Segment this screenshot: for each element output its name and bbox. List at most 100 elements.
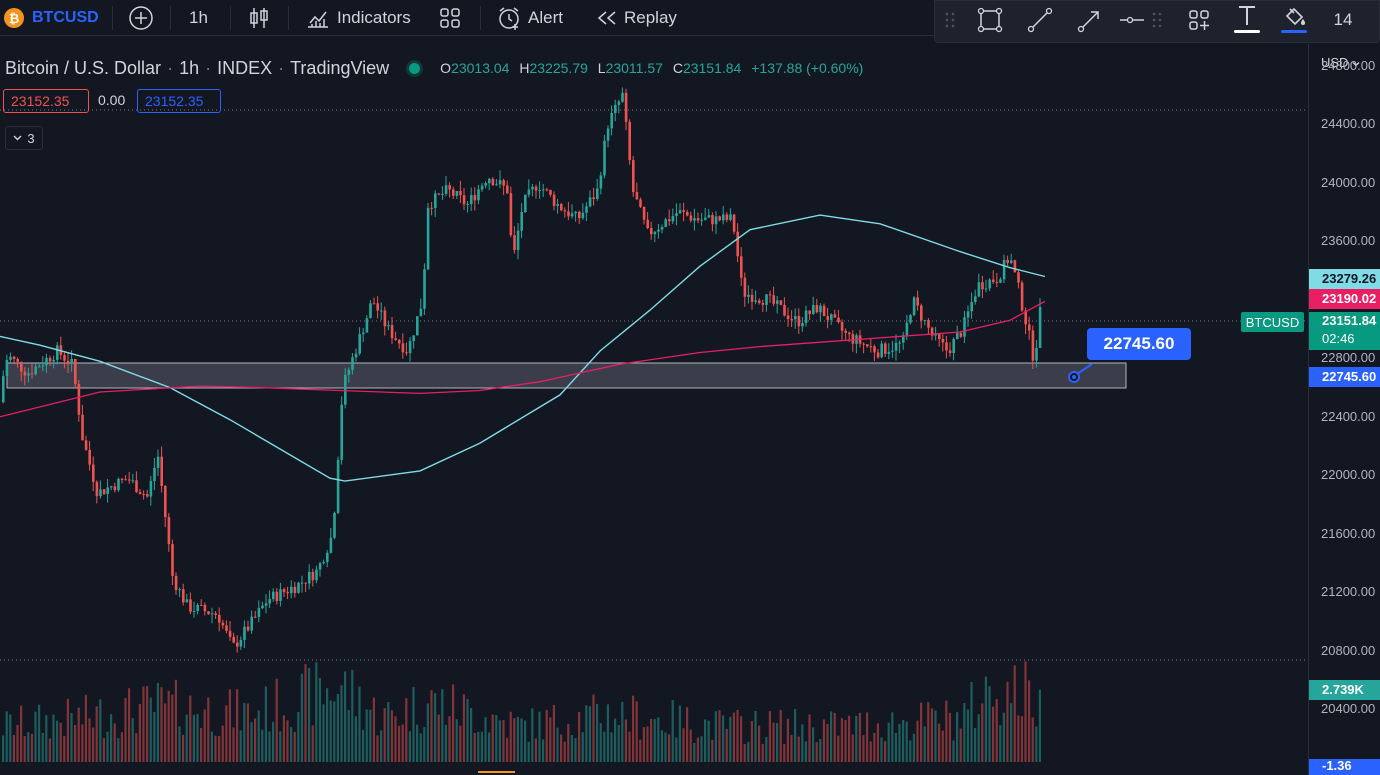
- volume-bar: [138, 703, 141, 762]
- candle-body: [621, 92, 624, 102]
- candle-body: [182, 589, 185, 603]
- volume-bar: [484, 717, 487, 762]
- indicators-collapse-button[interactable]: 3: [5, 126, 43, 150]
- price-axis[interactable]: USD 24800.0024400.0024000.0023600.002320…: [1308, 44, 1380, 775]
- candle-body: [1017, 272, 1020, 283]
- candle-body: [603, 140, 606, 176]
- candle-body: [178, 589, 181, 591]
- volume-bar: [801, 724, 804, 762]
- candle-body: [23, 371, 27, 376]
- volume-bar: [257, 710, 260, 762]
- candle-body: [160, 456, 163, 486]
- volume-bar: [9, 714, 12, 762]
- candle-body: [405, 352, 408, 354]
- replay-button[interactable]: Replay: [595, 0, 677, 36]
- arrow-tool-icon[interactable]: [1072, 5, 1108, 35]
- volume-bar: [689, 729, 692, 762]
- volume-bar: [275, 678, 278, 762]
- price-chart[interactable]: [0, 44, 1308, 775]
- candle-body: [660, 227, 664, 230]
- currency-selector[interactable]: USD: [1321, 55, 1360, 70]
- compare-button[interactable]: [128, 0, 154, 36]
- candle-body: [578, 211, 581, 219]
- volume-bar: [185, 714, 188, 762]
- rectangle-tool-icon[interactable]: [972, 5, 1008, 35]
- candle-body: [426, 207, 430, 270]
- candle-body: [1020, 282, 1024, 311]
- volume-bar: [905, 721, 908, 762]
- volume-bar: [696, 737, 699, 762]
- object-tree-icon[interactable]: [1181, 5, 1217, 35]
- candle-body: [506, 185, 509, 194]
- buy-price-button[interactable]: 23152.35: [137, 89, 221, 113]
- candle-body: [1002, 259, 1006, 280]
- candle-body: [657, 229, 660, 232]
- candle-body: [794, 316, 797, 320]
- candle-body: [776, 300, 779, 304]
- candle-body: [844, 330, 847, 333]
- candle-body: [812, 305, 815, 314]
- volume-bar: [12, 735, 15, 762]
- indicators-button[interactable]: Indicators: [305, 0, 411, 36]
- volume-bar: [84, 694, 87, 762]
- font-size-button[interactable]: 14: [1333, 10, 1353, 29]
- legend-title: Bitcoin / U.S. Dollar: [5, 57, 162, 78]
- candle-body: [322, 562, 325, 564]
- volume-bar: [311, 725, 314, 762]
- fill-color-icon[interactable]: [1276, 5, 1312, 35]
- interval-button[interactable]: 1h: [189, 0, 208, 36]
- volume-bar: [812, 727, 815, 762]
- candle-body: [668, 219, 671, 222]
- volume-bar: [963, 703, 966, 762]
- candle-body: [920, 305, 923, 321]
- alert-button[interactable]: Alert: [496, 0, 563, 36]
- candle-body: [1010, 260, 1013, 263]
- volume-bar: [102, 738, 105, 762]
- volume-bar: [617, 725, 620, 762]
- candle-body: [340, 404, 343, 460]
- volume-bar: [218, 736, 221, 762]
- candle-body: [639, 199, 642, 207]
- volume-bar: [48, 738, 51, 762]
- candle-body: [686, 212, 689, 216]
- volume-bar: [563, 741, 566, 762]
- volume-bar: [628, 731, 631, 762]
- volume-bar: [1013, 665, 1016, 762]
- volume-bar: [819, 739, 822, 762]
- candle-body: [174, 575, 178, 591]
- candle-body: [34, 366, 37, 375]
- candle-body: [315, 569, 318, 581]
- candle-body: [164, 485, 167, 518]
- candle-body: [398, 339, 401, 344]
- volume-bar: [246, 703, 249, 762]
- volume-bar: [416, 724, 419, 762]
- candle-body: [743, 277, 747, 297]
- candle-body: [326, 552, 329, 563]
- candle-body: [232, 636, 235, 643]
- volume-bar: [437, 714, 440, 762]
- candle-body: [452, 189, 455, 196]
- volume-bar: [632, 695, 635, 762]
- trend-line-icon[interactable]: [1022, 5, 1058, 35]
- volume-bar: [203, 709, 206, 762]
- candle-body: [412, 335, 415, 342]
- volume-bar: [279, 731, 282, 762]
- candle-body: [120, 478, 124, 480]
- candle-body: [1006, 259, 1009, 263]
- symbol-search-button[interactable]: ₿ BTCUSD: [4, 0, 99, 36]
- market-status-icon[interactable]: [409, 62, 421, 74]
- candle-body: [923, 320, 927, 321]
- volume-bar: [790, 735, 793, 762]
- candle-body: [1038, 306, 1042, 348]
- horizontal-ray-icon[interactable]: [1115, 5, 1145, 35]
- sell-price-button[interactable]: 23152.35: [3, 89, 89, 113]
- volume-bar: [984, 676, 987, 762]
- drag-handle-icon[interactable]: [937, 5, 963, 35]
- drag-handle-icon[interactable]: [1147, 5, 1167, 35]
- chart-type-button[interactable]: [246, 0, 272, 36]
- candle-body: [1028, 324, 1031, 331]
- candle-body: [909, 315, 912, 323]
- templates-button[interactable]: [437, 0, 463, 36]
- text-tool-icon[interactable]: [1229, 5, 1265, 35]
- candle-body: [52, 359, 55, 362]
